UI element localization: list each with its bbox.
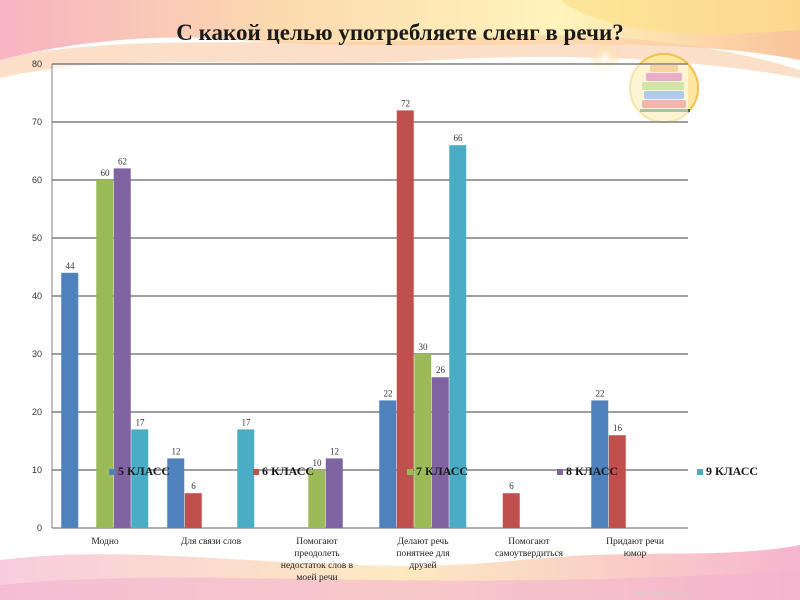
x-category-label: юмор (624, 549, 647, 559)
data-label: 62 (118, 156, 127, 166)
bar (167, 458, 185, 528)
x-category-label: Делают речь (397, 537, 449, 547)
x-category-label: преодолеть (294, 549, 340, 559)
x-category-label: Помогают (296, 537, 338, 547)
data-label: 12 (172, 446, 181, 456)
y-tick-label: 80 (32, 59, 42, 69)
y-tick-label: 30 (32, 349, 42, 359)
legend-swatch (253, 469, 259, 475)
bar (308, 470, 326, 528)
legend-label: 7 КЛАСС (416, 464, 468, 478)
y-tick-label: 70 (32, 117, 42, 127)
x-category-label: Придают речи (606, 537, 664, 547)
data-label: 17 (242, 417, 252, 427)
bar (184, 493, 202, 528)
bar (431, 377, 449, 528)
data-label: 22 (596, 388, 605, 398)
data-label: 16 (613, 423, 623, 433)
data-label: 30 (419, 342, 429, 352)
bar (396, 110, 414, 529)
legend-swatch (109, 469, 115, 475)
page-title: С какой целью употребляете сленг в речи? (176, 20, 624, 45)
legend-label: 8 КЛАСС (566, 464, 618, 478)
x-category-label: моей речи (296, 572, 337, 583)
data-label: 44 (66, 261, 76, 271)
legend-swatch (697, 469, 703, 475)
x-category-label: самоутвердиться (495, 549, 564, 559)
data-label: 22 (384, 388, 393, 398)
y-tick-label: 40 (32, 291, 42, 301)
bar (608, 435, 626, 528)
data-label: 10 (313, 458, 323, 468)
legend-label: 5 КЛАСС (118, 464, 170, 478)
bar (113, 168, 131, 528)
x-category-label: Модно (91, 537, 119, 547)
legend-swatch (557, 469, 563, 475)
bar (325, 458, 343, 528)
bar (131, 429, 149, 528)
data-label: 60 (101, 168, 111, 178)
bar (502, 493, 520, 528)
y-tick-label: 60 (32, 175, 42, 185)
y-tick-label: 10 (32, 465, 42, 475)
bar (237, 429, 255, 528)
bar (379, 400, 397, 528)
bar (61, 272, 79, 528)
x-category-label: друзей (409, 560, 436, 571)
bar (414, 354, 432, 528)
legend-label: 9 КЛАСС (706, 464, 758, 478)
y-tick-label: 20 (32, 407, 42, 417)
y-tick-label: 50 (32, 233, 42, 243)
data-label: 66 (454, 133, 464, 143)
x-category-label: недостаток слов в (281, 561, 354, 571)
data-label: 12 (330, 446, 339, 456)
data-label: 26 (436, 365, 446, 375)
data-label: 6 (191, 481, 196, 491)
bar (591, 400, 609, 528)
bar (449, 145, 467, 528)
legend-label: 6 КЛАСС (262, 464, 314, 478)
watermark: http://aida.ucoz.ru (634, 591, 690, 598)
y-tick-label: 0 (37, 523, 42, 533)
data-label: 72 (401, 98, 410, 108)
data-label: 6 (509, 481, 514, 491)
bar (96, 180, 114, 528)
x-category-label: понятнее для (396, 549, 450, 559)
legend-swatch (407, 469, 413, 475)
x-category-label: Для связи слов (181, 537, 242, 547)
data-label: 17 (136, 417, 146, 427)
x-category-label: Помогают (508, 537, 550, 547)
